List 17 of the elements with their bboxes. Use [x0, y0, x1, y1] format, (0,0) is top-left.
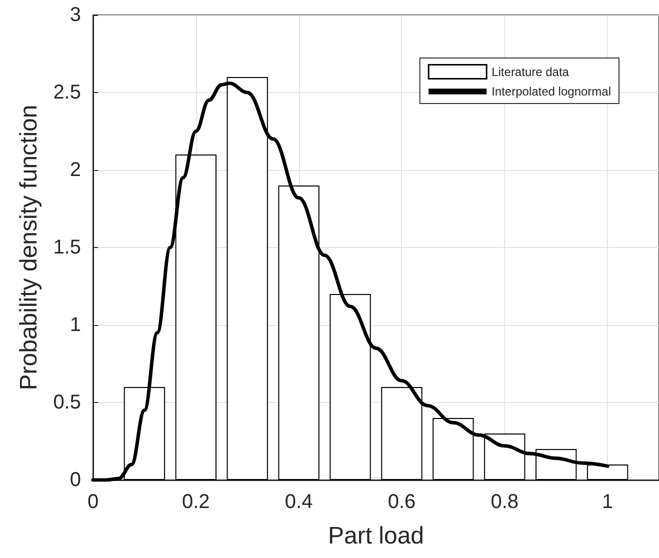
x-tick-label: 0.4 — [284, 491, 313, 513]
legend-label: Interpolated lognormal — [492, 84, 612, 98]
x-tick-label: 0.6 — [388, 491, 416, 513]
x-tick-label: 1 — [602, 491, 614, 513]
x-tick-label: 0.8 — [490, 491, 519, 513]
y-tick-label: 0 — [70, 469, 81, 491]
legend-label: Literature data — [492, 64, 570, 79]
x-tick-label: 0.2 — [182, 491, 210, 513]
x-tick-label: 0 — [87, 491, 99, 513]
y-tick-label: 1 — [70, 314, 81, 336]
x-axis-title: Part load — [328, 522, 424, 550]
y-tick-label: 2 — [70, 159, 81, 181]
y-axis-title: Probability density function — [16, 104, 42, 390]
y-tick-label: 3 — [70, 4, 81, 26]
y-tick-label: 0.5 — [53, 392, 81, 414]
y-tick-label: 1.5 — [53, 236, 81, 258]
y-tick-label: 2.5 — [53, 82, 81, 104]
